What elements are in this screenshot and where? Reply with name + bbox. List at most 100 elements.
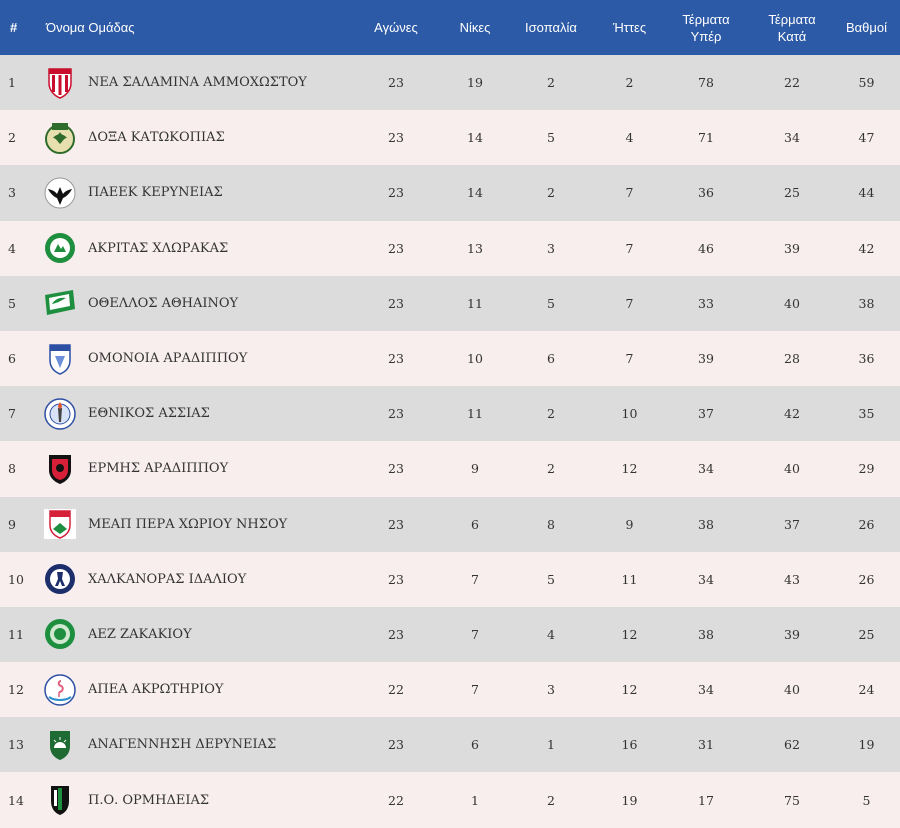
goals-against-cell: 43 (784, 571, 800, 587)
header-goals-against-line1: Τέρματα (768, 11, 816, 27)
team-info: ΔΟΞΑ ΚΑΤΩΚΟΠΙΑΣ (42, 120, 346, 156)
points-cell: 26 (858, 516, 875, 532)
eagle-wreath-crest-icon (42, 120, 78, 156)
table-body: 1 ΝΕΑ ΣΑΛΑΜΙΝΑ ΑΜΜΟΧΩΣΤΟΥ 23 19 2 2 78 22 59 2 ΔΟΞ… (0, 55, 900, 828)
team-cell: ΔΟΞΑ ΚΑΤΩΚΟΠΙΑΣ (36, 110, 346, 165)
draws-cell: 2 (547, 406, 555, 422)
team-cell: ΑΕΖ ΖΑΚΑΚΙΟΥ (36, 607, 346, 662)
team-cell: ΟΘΕΛΛΟΣ ΑΘΗΑΙΝΟΥ (36, 276, 346, 331)
goals-against-cell: 62 (784, 737, 800, 753)
played-cell: 23 (388, 185, 404, 201)
team-name: ΠΑΕΕΚ ΚΕΡΥΝΕΙΑΣ (88, 185, 223, 201)
team-cell: ΧΑΛΚΑΝΟΡΑΣ ΙΔΑΛΙΟΥ (36, 552, 346, 607)
table-row: 14 Π.Ο. ΟΡΜΗΔΕΙΑΣ 22 1 2 19 17 75 5 (0, 772, 900, 828)
black-green-shield-crest-icon (42, 782, 78, 818)
played-cell: 22 (388, 682, 404, 698)
header-points: Βαθμοί (845, 20, 888, 35)
points-cell: 24 (858, 682, 875, 698)
table-row: 3 ΠΑΕΕΚ ΚΕΡΥΝΕΙΑΣ 23 14 2 7 36 25 44 (0, 165, 900, 221)
points-cell: 19 (858, 737, 875, 753)
losses-cell: 7 (625, 351, 634, 367)
draws-cell: 1 (547, 737, 555, 753)
team-name: ΑΠΕΑ ΑΚΡΩΤΗΡΙΟΥ (88, 682, 224, 698)
played-cell: 23 (388, 516, 404, 532)
goals-against-cell: 40 (784, 682, 800, 698)
table-header: # Όνομα Ομάδας Αγώνες Νίκες Ισοπαλία Ήττ… (0, 0, 900, 55)
goals-for-cell: 17 (698, 792, 714, 808)
header-row: # Όνομα Ομάδας Αγώνες Νίκες Ισοπαλία Ήττ… (0, 0, 900, 55)
header-goals-against-line2: Κατά (777, 28, 807, 44)
rank-cell: 8 (8, 461, 16, 477)
rank-cell: 6 (8, 351, 16, 367)
wins-cell: 10 (467, 351, 483, 367)
goals-for-cell: 33 (698, 295, 714, 311)
table-row: 12 ΑΠΕΑ ΑΚΡΩΤΗΡΙΟΥ 22 7 3 12 34 40 24 (0, 662, 900, 718)
draws-cell: 2 (547, 75, 555, 91)
header-losses: Ήττες (612, 20, 647, 35)
losses-cell: 16 (621, 737, 638, 753)
points-cell: 29 (858, 461, 875, 477)
team-info: ΟΘΕΛΛΟΣ ΑΘΗΑΙΝΟΥ (42, 285, 346, 321)
played-cell: 23 (388, 130, 404, 146)
goals-for-cell: 31 (698, 737, 714, 753)
wins-cell: 14 (467, 130, 483, 146)
team-name: ΑΚΡΙΤΑΣ ΧΛΩΡΑΚΑΣ (88, 240, 229, 256)
goals-against-cell: 40 (784, 461, 800, 477)
rank-cell: 13 (8, 737, 24, 753)
table-row: 6 ΟΜΟΝΟΙΑ ΑΡΑΔΙΠΠΟΥ 23 10 6 7 39 28 36 (0, 330, 900, 387)
wins-cell: 13 (467, 240, 483, 256)
losses-cell: 12 (621, 461, 638, 477)
losses-cell: 7 (625, 240, 634, 256)
draws-cell: 4 (547, 626, 555, 642)
green-banner-crest-icon (42, 285, 78, 321)
losses-cell: 11 (621, 571, 638, 587)
team-info: ΜΕΑΠ ΠΕΡΑ ΧΩΡΙΟΥ ΝΗΣΟΥ (42, 506, 346, 542)
draws-cell: 3 (547, 682, 555, 698)
team-cell: Π.Ο. ΟΡΜΗΔΕΙΑΣ (36, 772, 346, 827)
draws-cell: 2 (547, 461, 555, 477)
goals-against-cell: 42 (784, 406, 800, 422)
losses-cell: 10 (621, 406, 638, 422)
rank-cell: 2 (8, 130, 16, 146)
team-cell: ΟΜΟΝΟΙΑ ΑΡΑΔΙΠΠΟΥ (36, 331, 346, 386)
team-name: ΜΕΑΠ ΠΕΡΑ ΧΩΡΙΟΥ ΝΗΣΟΥ (88, 516, 288, 532)
flamingo-crest-icon (42, 672, 78, 708)
team-name: ΕΡΜΗΣ ΑΡΑΔΙΠΠΟΥ (88, 461, 229, 477)
header-draws: Ισοπαλία (525, 20, 577, 35)
wins-cell: 1 (471, 792, 479, 808)
points-cell: 35 (858, 406, 875, 422)
team-name: Π.Ο. ΟΡΜΗΔΕΙΑΣ (88, 792, 210, 808)
draws-cell: 2 (547, 185, 555, 201)
goals-against-cell: 39 (784, 626, 800, 642)
rank-cell: 14 (8, 792, 24, 808)
aez-green-crest-icon (42, 616, 78, 652)
draws-cell: 3 (547, 240, 555, 256)
points-cell: 38 (858, 295, 875, 311)
played-cell: 23 (388, 240, 404, 256)
wins-cell: 6 (471, 737, 479, 753)
team-info: ΧΑΛΚΑΝΟΡΑΣ ΙΔΑΛΙΟΥ (42, 561, 346, 597)
played-cell: 22 (388, 792, 404, 808)
table-row: 11 ΑΕΖ ΖΑΚΑΚΙΟΥ 23 7 4 12 38 39 25 (0, 606, 900, 663)
team-name: ΟΘΕΛΛΟΣ ΑΘΗΑΙΝΟΥ (88, 295, 239, 311)
rank-cell: 5 (8, 295, 16, 311)
played-cell: 23 (388, 295, 404, 311)
table-row: 8 ΕΡΜΗΣ ΑΡΑΔΙΠΠΟΥ 23 9 2 12 34 40 29 (0, 441, 900, 497)
goals-against-cell: 40 (784, 295, 800, 311)
goals-for-cell: 37 (698, 406, 714, 422)
played-cell: 23 (388, 75, 404, 91)
team-info: ΕΡΜΗΣ ΑΡΑΔΙΠΠΟΥ (42, 451, 346, 487)
header-goals-against: Τέρματα Κατά (751, 0, 833, 55)
points-cell: 47 (858, 130, 875, 146)
team-name: ΔΟΞΑ ΚΑΤΩΚΟΠΙΑΣ (88, 130, 225, 146)
losses-cell: 19 (621, 792, 638, 808)
goals-for-cell: 38 (698, 626, 714, 642)
goals-for-cell: 78 (698, 75, 714, 91)
losses-cell: 12 (621, 682, 638, 698)
rank-cell: 11 (8, 626, 24, 642)
team-info: ΑΝΑΓΕΝΝΗΣΗ ΔΕΡΥΝΕΙΑΣ (42, 727, 346, 763)
header-played: Αγώνες (374, 20, 418, 35)
team-cell: ΑΚΡΙΤΑΣ ΧΛΩΡΑΚΑΣ (36, 221, 346, 276)
header-wins: Νίκες (459, 20, 491, 35)
